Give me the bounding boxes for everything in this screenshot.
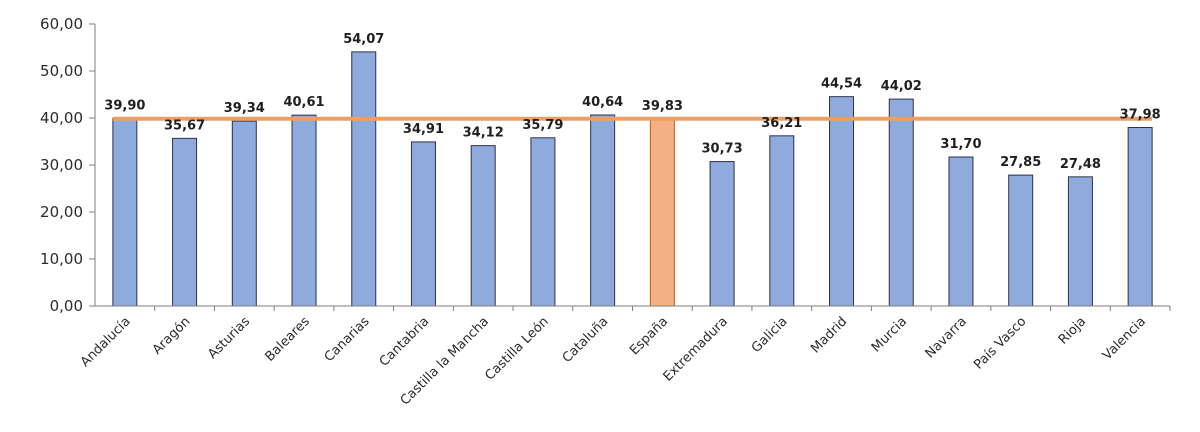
x-axis: Andalucía Aragón Asturias Baleares Canarias C… <box>78 305 1171 409</box>
bar-highlight <box>649 118 675 307</box>
bar <box>112 117 138 307</box>
x-tick-label: Navarra <box>923 314 970 361</box>
data-label: 34,91 <box>403 122 444 137</box>
y-axis: 0,00 10,00 20,00 30,00 40,00 50,00 60,00 <box>40 15 96 315</box>
y-tick-label: 60,00 <box>40 15 83 33</box>
y-tick-label: 50,00 <box>40 62 83 80</box>
y-tick-label: 10,00 <box>40 250 83 268</box>
bar <box>470 145 496 307</box>
data-label: 36,21 <box>761 116 802 131</box>
data-label: 44,54 <box>821 77 862 92</box>
y-tick-label: 0,00 <box>50 297 83 315</box>
bar <box>1127 126 1153 307</box>
bar <box>291 114 317 307</box>
data-label: 44,02 <box>881 79 922 94</box>
y-tick-label: 20,00 <box>40 203 83 221</box>
data-label: 37,98 <box>1120 107 1161 122</box>
x-tick-label: Asturias <box>205 314 253 362</box>
x-tick-label: Cataluña <box>560 314 612 366</box>
data-label: 40,64 <box>582 95 623 110</box>
y-tick-label: 30,00 <box>40 156 83 174</box>
x-tick-label: Galicia <box>749 314 791 356</box>
data-label: 40,61 <box>283 95 324 110</box>
bar <box>590 114 616 307</box>
x-tick-label: Aragón <box>150 314 194 358</box>
bar <box>948 156 974 307</box>
bar <box>1067 176 1093 307</box>
data-label: 35,79 <box>522 118 563 133</box>
data-label: 39,34 <box>224 101 265 116</box>
bar <box>709 161 735 307</box>
x-tick-label: Madrid <box>808 314 850 356</box>
bar <box>888 98 914 307</box>
x-tick-label: Rioja <box>1056 314 1089 347</box>
x-tick-label: Murcia <box>869 314 910 355</box>
data-label: 31,70 <box>940 137 981 152</box>
x-tick-label: Canarias <box>322 314 373 365</box>
bars <box>112 51 1153 307</box>
data-label: 39,83 <box>642 99 683 114</box>
bar <box>530 137 556 307</box>
data-label: 34,12 <box>463 126 504 141</box>
bar <box>1008 174 1034 307</box>
x-tick-label: Cantabria <box>377 314 433 370</box>
x-tick-label: España <box>627 314 671 358</box>
data-label: 27,48 <box>1060 157 1101 172</box>
data-label: 39,90 <box>104 98 145 113</box>
x-tick-label: País Vasco <box>971 314 1029 372</box>
bar <box>769 135 795 307</box>
x-tick-label: Andalucía <box>78 314 134 370</box>
data-label: 30,73 <box>702 142 743 157</box>
bar <box>410 141 436 307</box>
x-tick-label: Valencia <box>1100 314 1149 363</box>
x-tick-label: Castilla León <box>482 314 551 383</box>
bar <box>231 120 257 307</box>
data-label: 54,07 <box>343 32 384 47</box>
data-label: 27,85 <box>1000 155 1041 170</box>
bar <box>172 137 198 307</box>
y-tick-label: 40,00 <box>40 109 83 127</box>
data-label: 35,67 <box>164 118 205 133</box>
x-tick-label: Baleares <box>262 314 313 365</box>
bar <box>829 96 855 307</box>
bar <box>351 51 377 307</box>
data-labels: 39,90 35,67 39,34 40,61 54,07 34,91 34,12 35,79… <box>104 32 1160 172</box>
